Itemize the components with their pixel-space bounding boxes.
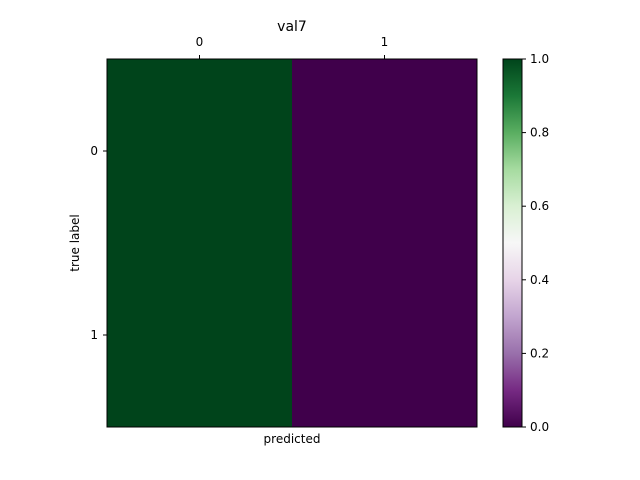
colorbar-tick-label: 0.8 — [530, 126, 549, 140]
colorbar-tick-label: 0.6 — [530, 199, 549, 213]
heatmap-cell — [107, 59, 293, 244]
y-axis-label: true label — [68, 214, 82, 271]
plot-frame — [106, 58, 478, 428]
heatmap-cells — [107, 59, 478, 428]
colorbar-tick-label: 1.0 — [530, 52, 549, 66]
y-axis-ticks: 01 — [90, 144, 107, 342]
y-tick-label: 1 — [90, 328, 98, 342]
heatmap-cell — [292, 243, 478, 428]
heatmap-cell — [107, 243, 293, 428]
y-tick-label: 0 — [90, 144, 98, 158]
x-tick-label: 1 — [381, 35, 389, 49]
colorbar — [502, 58, 523, 428]
colorbar-tick-label: 0.4 — [530, 273, 549, 287]
colorbar-tick-label: 0.2 — [530, 346, 549, 360]
x-axis-label: predicted — [264, 432, 321, 446]
colorbar-ticks: 0.0 0.2 0.4 0.6 0.8 1.0 — [522, 52, 549, 434]
heatmap-cell — [292, 59, 478, 244]
x-tick-label: 0 — [196, 35, 204, 49]
chart-title: val7 — [277, 19, 307, 35]
colorbar-tick-label: 0.0 — [530, 420, 549, 434]
